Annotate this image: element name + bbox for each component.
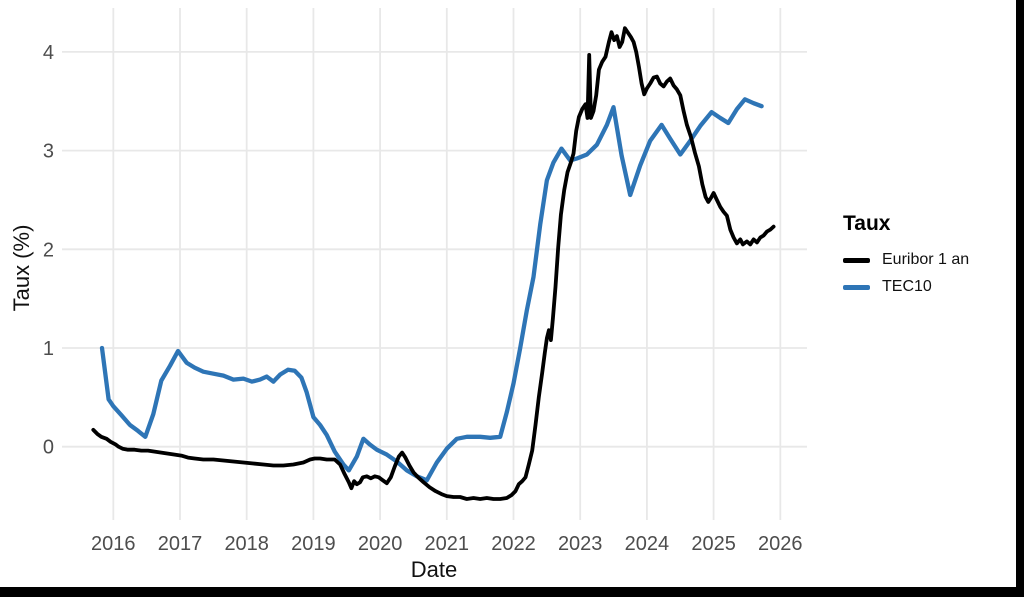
data-series-lines	[91, 26, 776, 501]
y-tick-label-4: 4	[43, 42, 54, 64]
legend-items: Euribor 1 an TEC10	[843, 251, 969, 305]
y-tick-label-2: 2	[43, 239, 54, 261]
right-border-bar	[1016, 0, 1024, 597]
y-axis-title: Taux (%)	[9, 224, 34, 312]
x-tick-label-2020: 2020	[358, 533, 403, 555]
x-tick-label-2021: 2021	[425, 533, 470, 555]
x-tick-label-2023: 2023	[558, 533, 603, 555]
x-tick-label-2024: 2024	[625, 533, 670, 555]
series-line-tec10	[99, 97, 764, 483]
y-tick-label-1: 1	[43, 338, 54, 360]
x-tick-label-2022: 2022	[491, 533, 536, 555]
x-tick-label-2018: 2018	[224, 533, 269, 555]
x-tick-label-2025: 2025	[691, 533, 736, 555]
legend-item-label: Euribor 1 an	[882, 251, 970, 268]
x-axis-title: Date	[410, 557, 458, 582]
x-tick-label-2016: 2016	[91, 533, 136, 555]
y-tick-label-0: 0	[43, 437, 54, 459]
grid-lines	[62, 8, 807, 520]
legend-swatch-line-icon	[843, 284, 870, 290]
legend-title: Taux	[843, 212, 891, 235]
x-tick-label-2026: 2026	[758, 533, 803, 555]
legend-swatch-line-icon	[843, 257, 870, 263]
legend-item-euribor-1-an: Euribor 1 an	[843, 251, 969, 269]
bottom-border-bar	[0, 587, 1024, 597]
x-tick-label-2019: 2019	[291, 533, 336, 555]
x-tick-label-2017: 2017	[158, 533, 203, 555]
y-tick-label-3: 3	[43, 141, 54, 163]
legend: Taux Euribor 1 an TEC10	[843, 212, 969, 305]
series-line-euribor-1-an	[91, 26, 776, 501]
legend-item-tec10: TEC10	[843, 278, 969, 296]
axis-tick-labels: 2016 2017 2018 2019 2020 2021 2022 2023 2024 2025…	[43, 42, 803, 555]
legend-item-label: TEC10	[882, 278, 932, 295]
